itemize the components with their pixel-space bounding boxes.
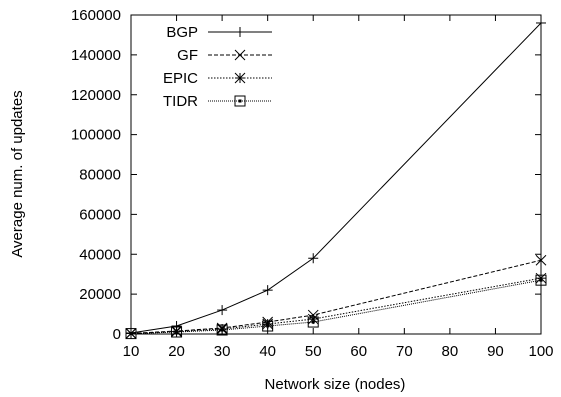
series-lines bbox=[125, 17, 547, 340]
x-tick-label: 90 bbox=[487, 343, 504, 360]
legend-label: BGP bbox=[166, 24, 198, 41]
series-line bbox=[130, 279, 542, 335]
data-point bbox=[125, 328, 137, 340]
data-point bbox=[307, 316, 319, 328]
legend-marker bbox=[235, 27, 245, 37]
series-gf bbox=[125, 254, 547, 339]
x-tick-label: 20 bbox=[168, 343, 185, 360]
x-axis-label: Network size (nodes) bbox=[265, 376, 406, 393]
data-point bbox=[535, 274, 547, 286]
data-point bbox=[262, 320, 274, 332]
data-point bbox=[217, 305, 228, 316]
legend-marker bbox=[234, 49, 246, 61]
y-tick-label: 100000 bbox=[71, 127, 121, 144]
x-tick-label: 10 bbox=[123, 343, 140, 360]
x-tick-label: 70 bbox=[396, 343, 413, 360]
legend-label: TIDR bbox=[163, 93, 198, 110]
legend-marker bbox=[234, 72, 246, 84]
y-tick-label: 20000 bbox=[79, 286, 121, 303]
y-tick-label: 60000 bbox=[79, 206, 121, 223]
x-tick-label: 30 bbox=[214, 343, 231, 360]
series-epic bbox=[125, 272, 547, 339]
legend-item: GF bbox=[177, 47, 272, 64]
data-point bbox=[216, 324, 228, 336]
legend: BGP GF EPIC TIDR bbox=[163, 24, 272, 110]
legend-label: GF bbox=[177, 47, 198, 64]
x-tick-label: 80 bbox=[442, 343, 459, 360]
y-tick-label: 40000 bbox=[79, 246, 121, 263]
legend-item: BGP bbox=[166, 24, 272, 41]
legend-item: TIDR bbox=[163, 93, 272, 110]
y-tick-label: 80000 bbox=[79, 167, 121, 184]
data-point bbox=[262, 285, 273, 296]
x-tick-label: 60 bbox=[350, 343, 367, 360]
y-axis-label: Average num. of updates bbox=[9, 90, 26, 257]
data-point bbox=[535, 254, 547, 266]
x-tick-label: 40 bbox=[259, 343, 276, 360]
x-tick-label: 50 bbox=[305, 343, 322, 360]
legend-label: EPIC bbox=[163, 70, 198, 87]
axes: 10 20 30 40 50 60 70 80 90 100 0 20000 40000 60000 800… bbox=[71, 7, 554, 360]
legend-item: EPIC bbox=[163, 70, 272, 87]
y-tick-label: 120000 bbox=[71, 87, 121, 104]
y-tick-label: 160000 bbox=[71, 7, 121, 24]
series-line bbox=[130, 22, 542, 334]
data-point bbox=[536, 17, 546, 28]
data-point bbox=[171, 326, 183, 338]
y-tick-label: 0 bbox=[113, 326, 121, 343]
series-line bbox=[130, 259, 542, 334]
legend-marker bbox=[234, 95, 246, 107]
x-tick-label: 100 bbox=[528, 343, 553, 360]
y-tick-label: 140000 bbox=[71, 47, 121, 64]
data-point bbox=[308, 253, 319, 264]
series-bgp bbox=[126, 17, 546, 339]
series-line bbox=[130, 277, 542, 335]
series-tidr bbox=[125, 274, 547, 340]
